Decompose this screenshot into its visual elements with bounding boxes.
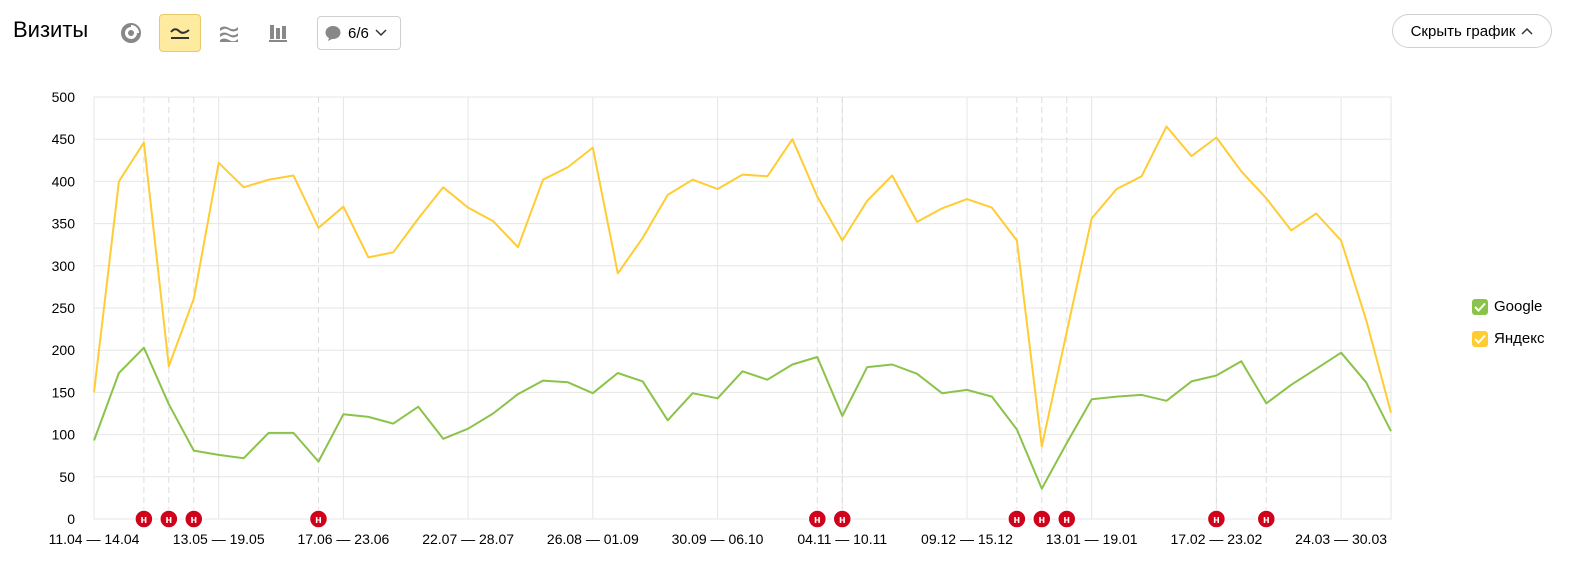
x-tick-label: 13.05 — 19.05 [173,531,265,547]
legend-label: Google [1494,298,1543,315]
annotation-marker-label: н [165,514,172,526]
y-tick-label: 0 [67,511,75,527]
series-line-yandex [93,125,1392,448]
annotation-marker[interactable]: н [1206,509,1227,529]
annotation-marker-label: н [1038,514,1045,526]
annotation-marker[interactable]: н [1007,509,1027,529]
page-title: Визиты [13,17,89,42]
y-tick-label: 450 [52,131,76,147]
y-tick-label: 50 [59,469,75,485]
bar-chart-button[interactable] [257,14,299,52]
series-line-google [93,346,1392,490]
annotation-marker-label: н [1063,514,1070,526]
bar-chart-icon [269,25,287,42]
annotation-marker[interactable]: н [832,509,853,529]
legend-item-google[interactable]: Google [1472,298,1542,315]
comment-icon [325,26,341,41]
y-tick-label: 500 [52,89,76,105]
x-tick-label: 24.03 — 30.03 [1295,531,1387,547]
annotation-marker[interactable]: н [159,509,179,529]
annotation-marker[interactable]: н [1256,509,1277,529]
hide-chart-button[interactable]: Скрыть график [1392,14,1552,48]
y-tick-label: 100 [52,427,76,443]
x-tick-label: 30.09 — 06.10 [672,531,764,547]
pie-chart-button[interactable] [110,14,152,52]
annotation-marker-label: н [839,514,846,526]
x-tick-label: 04.11 — 10.11 [797,531,887,547]
chevron-down-icon [375,29,387,37]
area-stack-icon [220,26,238,42]
x-tick-label: 13.01 — 19.01 [1046,531,1138,547]
legend-label: Яндекс [1494,330,1545,347]
area-stack-button[interactable] [208,14,250,52]
x-tick-label: 22.07 — 28.07 [422,531,514,547]
checkbox-checked-icon[interactable] [1472,298,1488,315]
notes-dropdown[interactable]: 6/6 [317,16,401,50]
annotation-marker-label: н [1213,514,1220,526]
y-tick-label: 200 [52,342,76,358]
annotation-marker-label: н [1014,514,1021,526]
x-tick-label: 17.02 — 23.02 [1170,531,1262,547]
x-tick-label: 17.06 — 23.06 [297,531,389,547]
legend-item-yandex[interactable]: Яндекс [1472,330,1544,347]
annotation-marker-label: н [141,514,148,526]
y-tick-label: 300 [52,258,76,274]
annotation-marker-label: н [1263,514,1270,526]
chevron-up-icon [1521,27,1533,35]
hide-chart-label: Скрыть график [1410,22,1516,40]
annotation-marker-label: н [190,514,197,526]
annotation-marker-label: н [315,514,322,526]
annotation-marker[interactable]: н [134,509,154,529]
pie-chart-icon [121,23,141,43]
annotation-marker[interactable]: н [184,509,204,529]
notes-count: 6/6 [348,24,369,42]
annotation-marker[interactable]: н [308,509,329,529]
annotation-marker[interactable]: н [1032,509,1052,529]
y-tick-label: 250 [52,300,76,316]
x-tick-label: 26.08 — 01.09 [547,531,639,547]
annotation-marker[interactable]: н [1057,509,1077,529]
x-tick-label: 09.12 — 15.12 [921,531,1013,547]
x-tick-label: 11.04 — 14.04 [49,531,140,547]
annotation-marker-label: н [814,514,821,526]
checkbox-checked-icon[interactable] [1472,330,1488,347]
annotation-marker[interactable]: н [807,509,828,529]
line-chart-icon [170,28,190,39]
line-chart-button[interactable] [159,14,201,52]
y-tick-label: 350 [52,216,76,232]
y-tick-label: 150 [52,384,76,400]
y-tick-label: 400 [52,173,76,189]
